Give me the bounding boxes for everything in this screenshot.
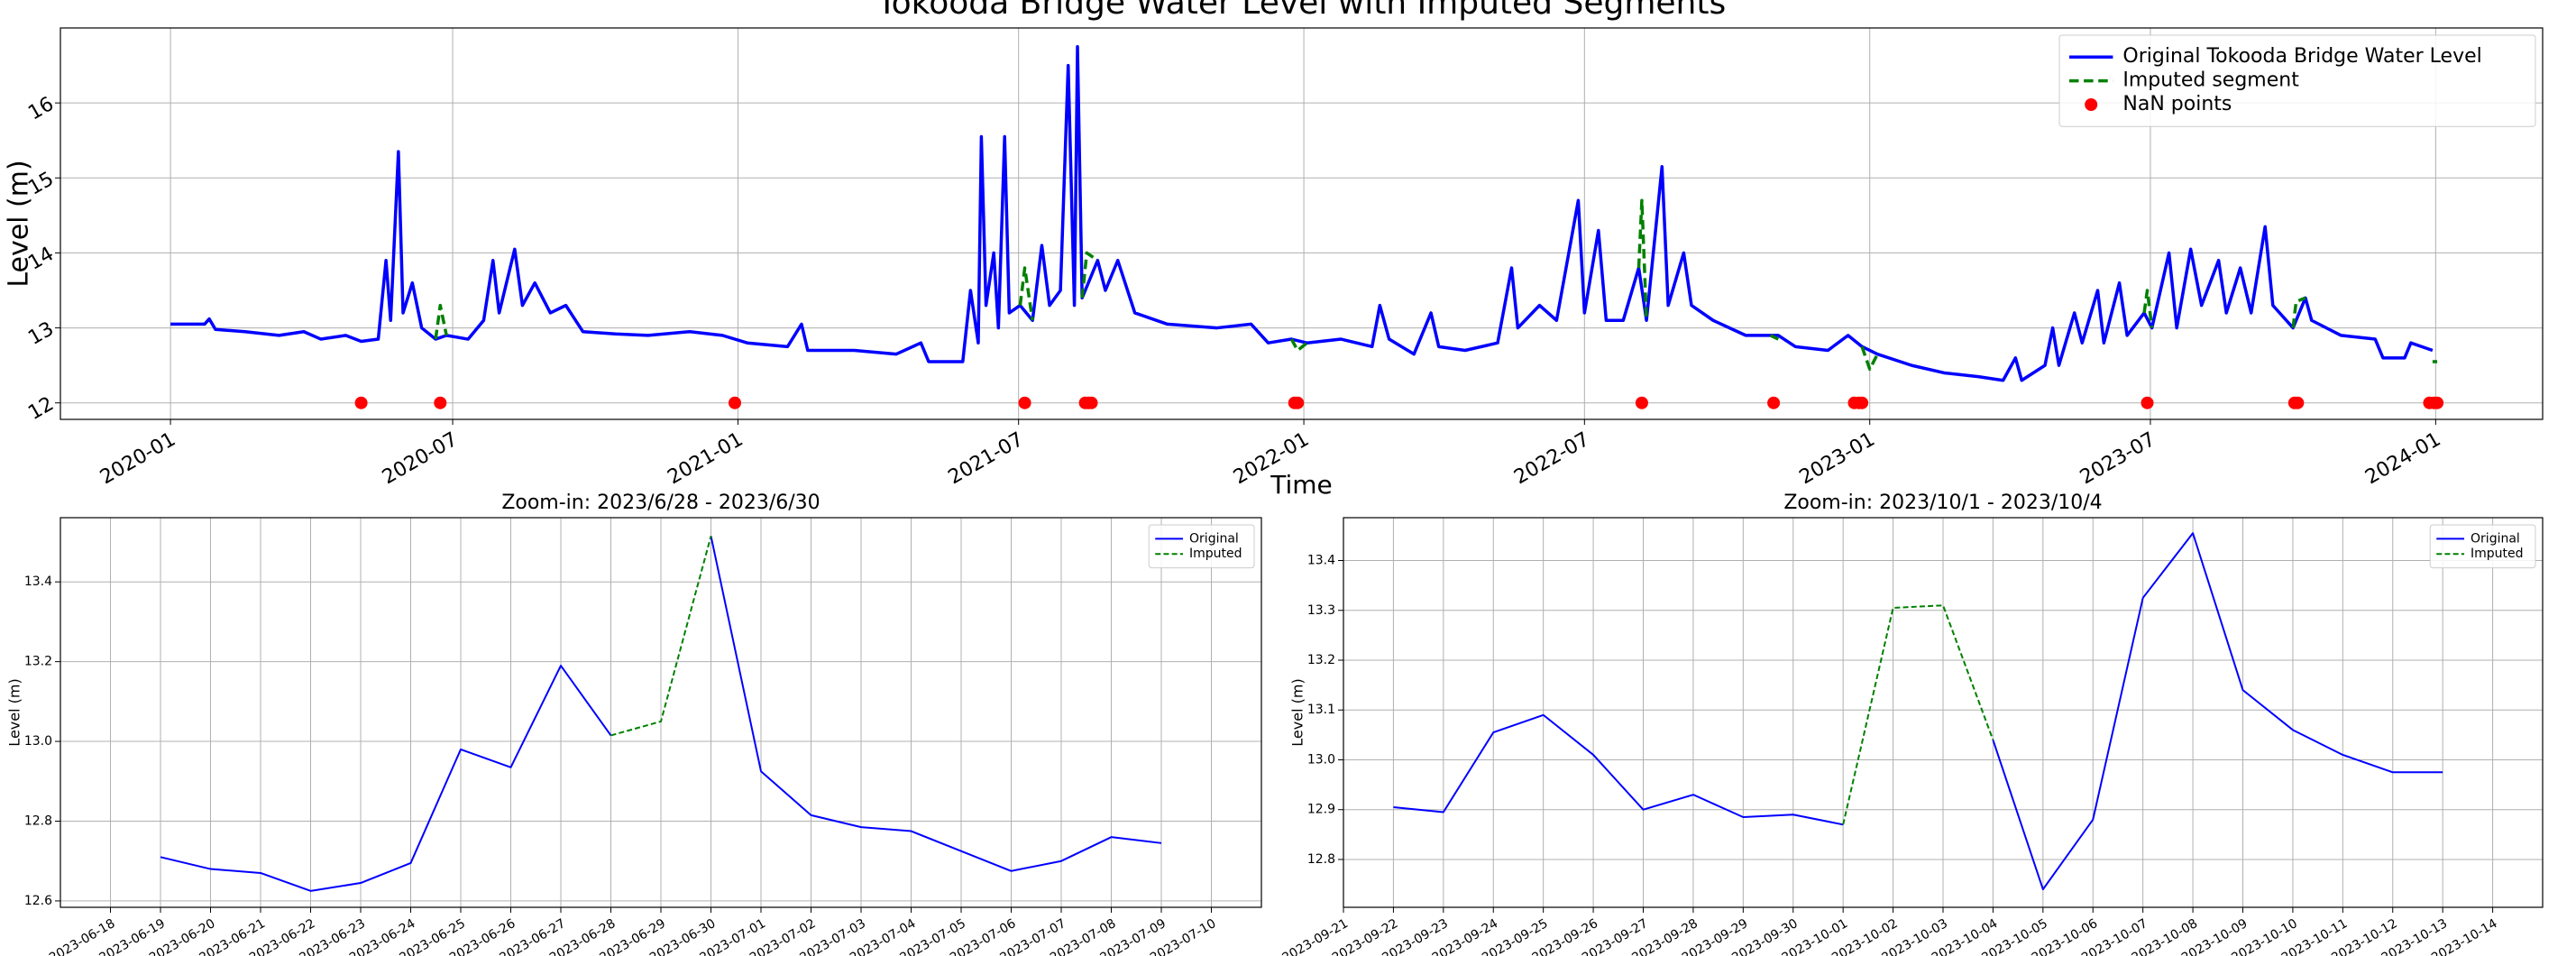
- axes-frame: [1343, 517, 2544, 908]
- x-tick-label: 2024-01: [2361, 428, 2444, 490]
- imputed-segment: [1289, 338, 1308, 353]
- series-line: [160, 536, 1162, 892]
- nan-point: [1085, 396, 1098, 409]
- x-tick-label: 2023-07: [2076, 428, 2159, 490]
- y-tick-label: 13: [24, 317, 58, 350]
- imputed-segment: [1636, 198, 1648, 321]
- x-tick-label: 2022-07: [1510, 428, 1593, 490]
- x-tick-label: 2023-01: [1796, 428, 1879, 490]
- nan-point: [434, 396, 447, 409]
- nan-point: [1018, 396, 1031, 409]
- y-tick-label: 16: [24, 93, 58, 125]
- imputed-segment: [1860, 345, 1879, 372]
- y-axis-label: Level (m): [4, 160, 35, 287]
- nan-point: [1635, 396, 1648, 409]
- legend-label: Imputed segment: [2122, 69, 2299, 92]
- legend-swatch: [2085, 98, 2098, 111]
- axes-frame: [60, 27, 2544, 420]
- legend-label: Original: [1189, 531, 1239, 546]
- y-axis-label: Level (m): [6, 678, 23, 746]
- series-line: [610, 536, 712, 737]
- imputed-segment: [1080, 251, 1099, 299]
- series-line: [170, 45, 2434, 382]
- series-line: [1393, 532, 2443, 891]
- x-tick-label: 2020-01: [96, 428, 179, 490]
- x-tick-label: 2021-07: [945, 428, 1028, 490]
- y-tick-label: 13.2: [24, 655, 52, 669]
- y-tick-label: 12.8: [1307, 852, 1335, 867]
- nan-point: [729, 396, 742, 409]
- chart-panel: 12.812.913.013.113.213.313.42023-09-2120…: [1280, 492, 2544, 956]
- x-tick-label: 2021-01: [664, 428, 747, 490]
- imputed-segment: [1769, 334, 1780, 341]
- y-axis-label: Level (m): [1289, 678, 1306, 746]
- nan-point: [1767, 396, 1781, 409]
- legend-box: [2429, 524, 2536, 569]
- legend-label: Imputed: [1189, 547, 1242, 561]
- y-tick-label: 12: [24, 392, 58, 425]
- y-tick-label: 13.3: [1307, 603, 1335, 618]
- legend-label: Original Tokooda Bridge Water Level: [2122, 45, 2481, 68]
- chart-title: Zoom-in: 2023/6/28 - 2023/6/30: [501, 492, 820, 514]
- legend: Original Tokooda Bridge Water LevelImput…: [2058, 34, 2536, 127]
- y-tick-label: 13.0: [1307, 752, 1335, 767]
- chart-title: Zoom-in: 2023/10/1 - 2023/10/4: [1783, 492, 2102, 514]
- y-tick-label: 13.2: [1307, 653, 1335, 667]
- y-tick-label: 13.1: [1307, 703, 1335, 717]
- legend-box: [1148, 524, 1255, 569]
- legend-box: [2058, 34, 2536, 127]
- nan-point: [1856, 396, 1869, 409]
- nan-point: [1291, 396, 1305, 409]
- legend-label: Imputed: [2471, 547, 2524, 561]
- imputed-segment: [434, 303, 448, 340]
- chart-title: Tokooda Bridge Water Level with Imputed …: [876, 0, 1726, 22]
- y-tick-label: 12.9: [1307, 803, 1335, 817]
- nan-point: [2291, 396, 2305, 409]
- series-line: [1842, 604, 1994, 825]
- y-tick-label: 12.6: [24, 894, 52, 908]
- x-axis-label: Time: [1270, 470, 1333, 500]
- x-tick-label: 2020-07: [379, 428, 462, 490]
- y-tick-label: 12.8: [24, 814, 52, 828]
- nan-point: [2141, 396, 2154, 409]
- imputed-segment: [2291, 296, 2306, 328]
- y-tick-label: 13.4: [1307, 554, 1335, 568]
- y-tick-label: 13.0: [24, 734, 52, 749]
- chart-panel: 12.612.813.013.213.42023-06-182023-06-19…: [6, 492, 1262, 956]
- legend-label: Original: [2471, 531, 2520, 546]
- legend-label: NaN points: [2122, 93, 2232, 115]
- imputed-segment: [1018, 266, 1034, 321]
- axes-frame: [60, 517, 1262, 908]
- nan-point: [2431, 396, 2444, 409]
- y-tick-label: 13.4: [24, 575, 52, 589]
- imputed-segment: [2142, 289, 2154, 328]
- nan-point: [354, 396, 368, 409]
